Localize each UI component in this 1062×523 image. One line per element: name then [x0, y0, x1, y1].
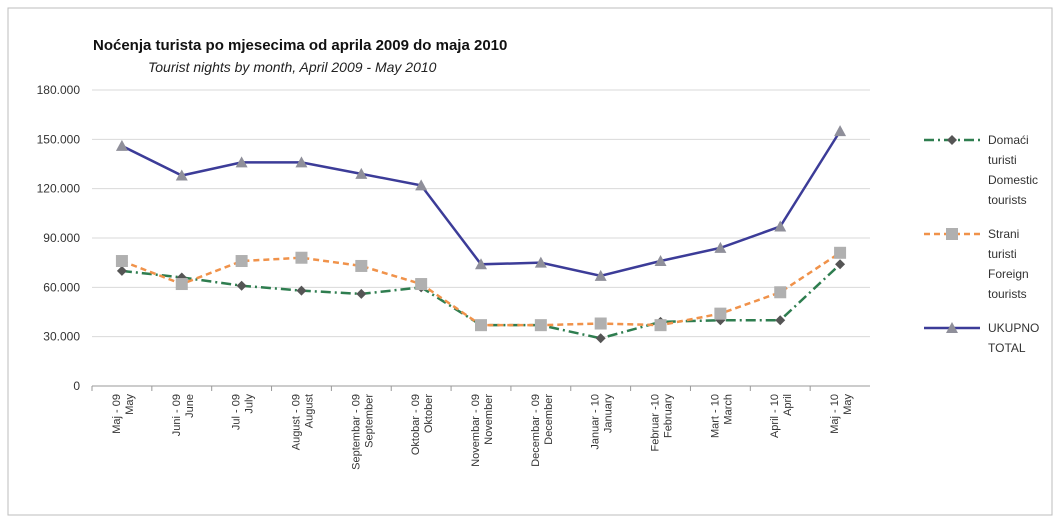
marker — [115, 255, 128, 268]
marker — [295, 251, 308, 264]
x-tick-label: Maj - 10 — [829, 394, 841, 434]
x-tick-label: Juni - 09 — [171, 394, 183, 436]
x-tick-label: September — [363, 394, 375, 448]
x-tick-label: Januar - 10 — [590, 394, 602, 450]
legend: Domaći turisti Domestic tourists Strani t… — [922, 130, 1052, 372]
y-tick-label: 0 — [73, 379, 80, 393]
legend-item: UKUPNO TOTAL — [922, 318, 1048, 358]
marker — [774, 286, 787, 299]
marker — [774, 220, 787, 232]
legend-item: Domaći turisti Domestic tourists — [922, 130, 1048, 210]
marker — [834, 246, 847, 259]
chart-frame — [7, 7, 1053, 516]
x-tick-label: Oktober — [423, 394, 435, 433]
x-tick-label: Mart - 10 — [709, 394, 721, 438]
legend-icon — [924, 135, 980, 145]
x-tick-label: January — [603, 394, 615, 434]
marker — [236, 280, 247, 291]
legend-label: UKUPNO TOTAL — [988, 321, 1040, 355]
marker — [834, 125, 847, 137]
marker — [595, 333, 606, 344]
marker — [775, 315, 786, 326]
legend-label: Domaći turisti Domestic tourists — [988, 133, 1039, 207]
marker — [415, 179, 428, 191]
marker — [594, 317, 607, 330]
marker — [947, 135, 957, 145]
marker — [654, 319, 667, 332]
x-tick-label: Februar -10 — [650, 394, 662, 451]
x-tick-label: June — [184, 394, 196, 418]
x-tick-label: April — [782, 394, 794, 416]
y-tick-label: 30.000 — [43, 330, 80, 344]
x-tick-label: March — [722, 394, 734, 425]
x-tick-label: July — [244, 394, 256, 414]
marker — [714, 241, 727, 253]
legend-icon — [924, 228, 980, 240]
x-tick-label: August — [303, 394, 315, 428]
y-tick-label: 150.000 — [37, 132, 81, 146]
x-tick-label: Jul - 09 — [231, 394, 243, 430]
x-tick-label: Novembar - 09 — [470, 394, 482, 467]
marker — [594, 269, 607, 281]
marker — [415, 278, 428, 291]
x-tick-label: May — [124, 394, 136, 415]
x-tick-label: December — [543, 394, 555, 445]
y-tick-label: 180.000 — [37, 83, 81, 97]
marker — [355, 259, 368, 272]
x-tick-label: February — [663, 394, 675, 439]
marker — [115, 139, 128, 151]
x-tick-label: April - 10 — [769, 394, 781, 438]
marker — [175, 169, 188, 181]
chart-subtitle: Tourist nights by month, April 2009 - Ma… — [148, 59, 437, 75]
marker — [295, 156, 308, 168]
x-tick-label: Maj - 09 — [111, 394, 123, 434]
marker — [534, 256, 547, 268]
marker — [356, 288, 367, 299]
marker — [835, 259, 846, 270]
marker — [946, 322, 958, 333]
y-tick-label: 120.000 — [37, 182, 81, 196]
chart-title: Noćenja turista po mjesecima od aprila 2… — [93, 37, 507, 54]
legend-icon — [924, 322, 980, 333]
marker — [475, 258, 487, 270]
x-tick-label: August - 09 — [290, 394, 302, 450]
legend-item: Strani turisti Foreign tourists — [922, 224, 1048, 304]
marker — [946, 228, 958, 240]
x-tick-label: Decembar - 09 — [530, 394, 542, 467]
x-tick-label: May — [842, 394, 854, 415]
y-tick-label: 60.000 — [43, 280, 80, 294]
marker — [355, 167, 368, 179]
marker — [175, 278, 188, 291]
x-tick-label: November — [483, 394, 495, 445]
marker — [714, 307, 727, 320]
marker — [235, 156, 248, 168]
x-tick-label: Oktobar - 09 — [410, 394, 422, 455]
marker — [475, 319, 487, 332]
y-tick-label: 90.000 — [43, 231, 80, 245]
legend-label: Strani turisti Foreign tourists — [988, 227, 1029, 301]
marker — [296, 285, 307, 296]
marker — [235, 255, 248, 268]
marker — [654, 255, 667, 267]
x-tick-label: Septembar - 09 — [350, 394, 362, 470]
marker — [116, 265, 127, 276]
marker — [534, 319, 547, 332]
